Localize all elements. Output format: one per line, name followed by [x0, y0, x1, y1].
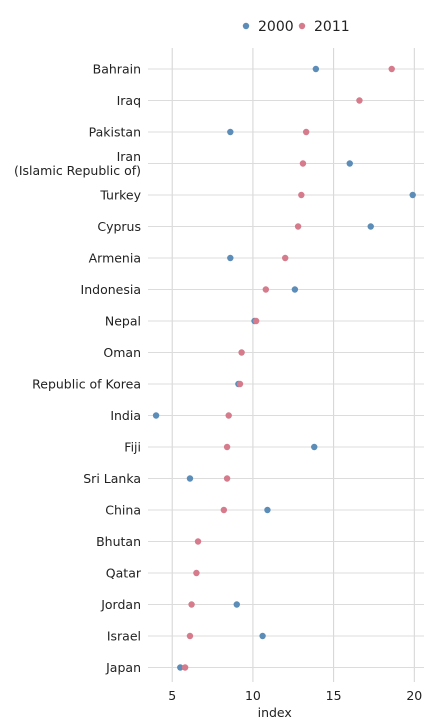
x-tick-label: 5 [168, 688, 176, 703]
point-2011-turkey [298, 191, 305, 199]
category-label: China [105, 503, 141, 518]
point-2011-qatar [193, 569, 200, 577]
legend-label-2000: 2000 [258, 19, 294, 35]
legend-marker-2000 [242, 22, 250, 30]
point-2011-israel [186, 632, 194, 640]
point-2011-india [225, 412, 232, 419]
category-label: India [110, 408, 141, 423]
category-label: Turkey [99, 188, 141, 203]
category-label: Republic of Korea [32, 377, 141, 392]
point-2000-bahrain [312, 65, 320, 73]
category-labels: Bahrain Iraq Pakistan Iran(Islamic Republic… [14, 62, 142, 676]
point-2000-iran-islamic-republic-of- [346, 160, 353, 167]
point-2000-turkey [409, 191, 416, 199]
point-2011-fiji [223, 443, 231, 451]
point-2011-iraq [356, 97, 363, 104]
point-2000-sri-lanka [186, 475, 194, 482]
legend-marker-2011 [298, 22, 306, 30]
x-tick-label: 20 [406, 688, 422, 703]
point-2000-japan [177, 664, 184, 671]
point-2000-india [152, 412, 160, 419]
category-label: Iraq [117, 93, 141, 108]
point-2000-cyprus [367, 223, 374, 230]
point-2011-japan [181, 664, 189, 671]
point-2000-armenia [227, 254, 234, 262]
point-2011-indonesia [262, 286, 270, 293]
point-2000-fiji [311, 443, 318, 451]
category-label: Sri Lanka [83, 471, 141, 486]
category-label: Cyprus [97, 219, 141, 234]
category-label: Indonesia [81, 282, 141, 297]
category-label: Bahrain [93, 62, 141, 77]
point-2011-pakistan [302, 128, 310, 136]
point-2011-jordan [188, 601, 195, 608]
category-label: Israel [107, 629, 141, 644]
category-label: Bhutan [96, 534, 141, 549]
legend-label-2011: 2011 [314, 19, 350, 35]
point-2000-pakistan [227, 128, 234, 136]
point-2011-nepal [252, 317, 260, 325]
x-axis-title: index [258, 705, 292, 720]
point-2011-sri-lanka [223, 475, 231, 482]
category-label: Nepal [105, 314, 141, 329]
point-2011-bhutan [194, 538, 202, 545]
point-2011-armenia [281, 254, 289, 262]
point-2011-bahrain [388, 65, 395, 73]
category-label: Jordan [100, 597, 141, 612]
point-2011-cyprus [294, 223, 302, 230]
point-2000-indonesia [291, 286, 299, 293]
category-label: Qatar [106, 566, 142, 581]
data-points [152, 65, 416, 671]
category-label: Fiji [124, 440, 141, 455]
category-label: Iran [117, 149, 141, 164]
category-label: (Islamic Republic of) [14, 163, 141, 178]
point-2011-iran-islamic-republic-of- [299, 160, 307, 167]
category-label: Japan [105, 660, 141, 675]
point-2000-china [264, 506, 271, 514]
legend: 2000 2011 [242, 19, 350, 35]
x-tick-label: 15 [326, 688, 342, 703]
point-2000-israel [259, 632, 266, 640]
gridlines [148, 48, 424, 682]
point-2011-oman [238, 349, 245, 356]
category-label: Armenia [89, 251, 141, 266]
point-2011-china [220, 506, 228, 514]
category-label: Pakistan [89, 125, 141, 140]
x-tick-label: 10 [245, 688, 261, 703]
point-2000-jordan [233, 601, 240, 608]
x-axis-ticks: 5 10 15 20 [168, 688, 422, 703]
point-2011-republic-of-korea [236, 380, 244, 388]
category-label: Oman [103, 345, 141, 360]
